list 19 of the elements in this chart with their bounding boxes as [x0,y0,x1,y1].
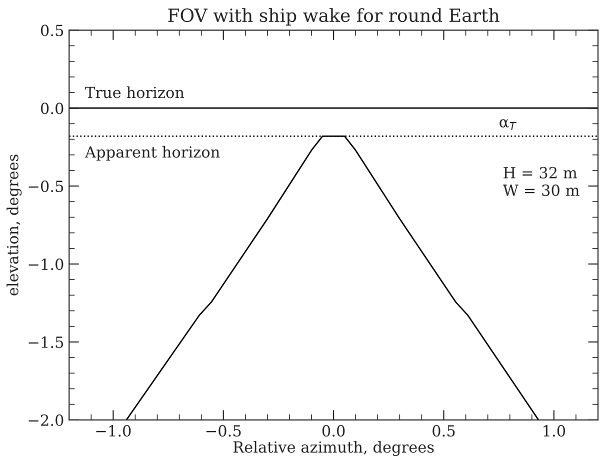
y-tick-label: 0.5 [40,24,64,36]
x-tick-label: −1.0 [96,425,131,437]
x-axis-title: Relative azimuth, degrees [233,440,434,456]
chart-title: FOV with ship wake for round Earth [168,8,500,26]
x-tick-label: 1.0 [544,425,566,437]
annotation: α$_{T}$ [500,119,517,130]
y-tick-label: 0.0 [40,102,64,114]
x-tick-label: −0.5 [206,425,241,437]
ref-line-label: True horizon [85,86,184,98]
y-tick-label: −2.0 [28,414,64,426]
annotation: H = 32 m [504,166,577,178]
y-tick-label: −1.0 [28,258,64,270]
annotation: W = 30 m [502,184,580,196]
x-tick-label: 0.5 [432,425,455,437]
x-tick-label: 0.0 [322,425,345,437]
y-axis-title: elevation, degrees [6,154,22,296]
y-tick-label: −0.5 [28,180,64,192]
ref-line-label: Apparent horizon [84,146,220,161]
y-tick-label: −1.5 [28,336,64,348]
